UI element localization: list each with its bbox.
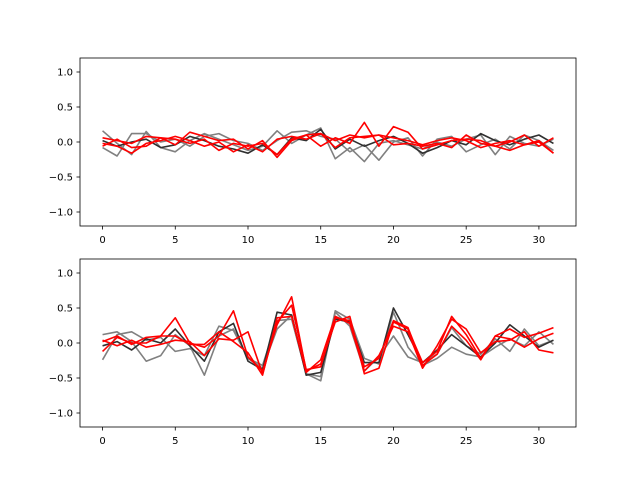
top-x-tick-label: 0 bbox=[99, 235, 105, 246]
top-y-tick-label: −0.5 bbox=[49, 173, 73, 184]
top-subplot: 0 5 10 15 20 25 30 −1.0 −0.5 0.0 0.5 1.0 bbox=[49, 57, 577, 247]
top-series-line-5 bbox=[102, 132, 554, 154]
bottom-y-tick-label: 0.5 bbox=[57, 304, 73, 315]
top-x-tick-label: 20 bbox=[387, 235, 400, 246]
top-subplot-frame bbox=[79, 57, 577, 227]
bottom-x-tick-label: 10 bbox=[242, 436, 255, 447]
top-y-tick-label: 1.0 bbox=[57, 68, 73, 79]
bottom-subplot-ticks: 0 5 10 15 20 25 30 −1.0 −0.5 0.0 0.5 1.0 bbox=[49, 269, 546, 448]
bottom-subplot-lines bbox=[101, 295, 554, 382]
bottom-y-tick-label: −1.0 bbox=[49, 409, 73, 420]
top-y-tick-label: 0.0 bbox=[57, 138, 73, 149]
bottom-series-line-5 bbox=[102, 304, 554, 375]
top-subplot-lines bbox=[102, 121, 554, 163]
bottom-x-tick-label: 30 bbox=[533, 436, 546, 447]
bottom-x-tick-label: 5 bbox=[172, 436, 178, 447]
top-x-tick-label: 10 bbox=[242, 235, 255, 246]
bottom-y-tick-label: 1.0 bbox=[57, 269, 73, 280]
top-x-tick-label: 25 bbox=[460, 235, 473, 246]
top-x-tick-label: 5 bbox=[172, 235, 178, 246]
top-x-tick-label: 30 bbox=[533, 235, 546, 246]
top-series-line-4 bbox=[102, 121, 554, 156]
bottom-y-tick-label: −0.5 bbox=[49, 374, 73, 385]
bottom-x-tick-label: 15 bbox=[314, 436, 327, 447]
bottom-x-tick-label: 20 bbox=[387, 436, 400, 447]
top-x-tick-label: 15 bbox=[314, 235, 327, 246]
bottom-x-tick-label: 0 bbox=[99, 436, 105, 447]
bottom-x-tick-label: 25 bbox=[460, 436, 473, 447]
top-subplot-ticks: 0 5 10 15 20 25 30 −1.0 −0.5 0.0 0.5 1.0 bbox=[49, 68, 546, 247]
bottom-y-tick-label: 0.0 bbox=[57, 339, 73, 350]
top-series-line-3 bbox=[102, 131, 554, 159]
bottom-series-line-4 bbox=[101, 315, 554, 377]
top-y-tick-label: 0.5 bbox=[57, 103, 73, 114]
top-y-tick-label: −1.0 bbox=[49, 208, 73, 219]
bottom-subplot-frame bbox=[79, 258, 577, 428]
bottom-subplot: 0 5 10 15 20 25 30 −1.0 −0.5 0.0 0.5 1.0 bbox=[49, 258, 577, 448]
